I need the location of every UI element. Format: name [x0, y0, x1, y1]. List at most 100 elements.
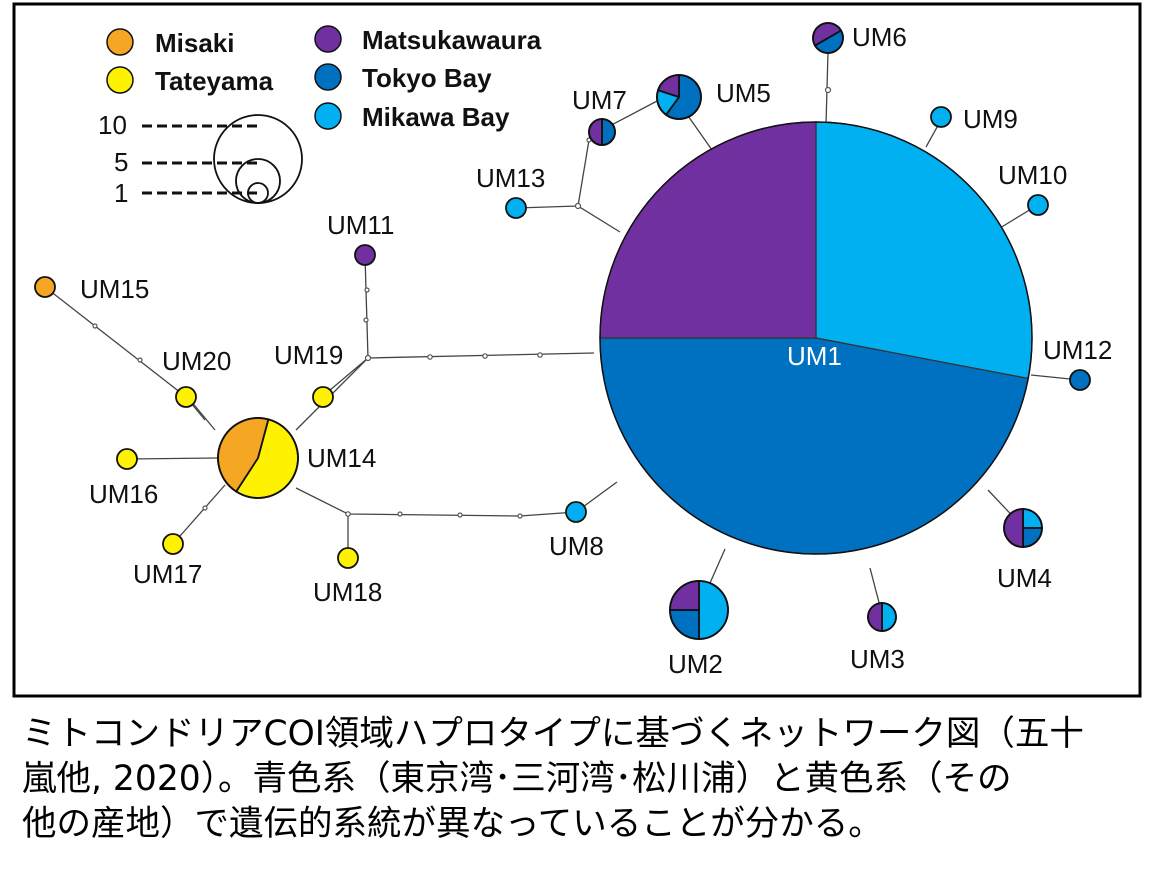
haplotype-node-um1 [599, 121, 1033, 555]
node-label-um14: UM14 [307, 443, 376, 473]
node-label-um18: UM18 [313, 577, 382, 607]
node-outline [812, 22, 844, 54]
pie-slice-tateyama [176, 387, 196, 407]
node-outline [354, 244, 376, 266]
node-label-um4: UM4 [997, 563, 1052, 593]
node-label-um6: UM6 [852, 22, 907, 52]
node-outline [34, 276, 56, 298]
legend-label-matsukawaura: Matsukawaura [362, 25, 542, 55]
median-vertex [517, 513, 523, 519]
pie-slice-tateyama [338, 548, 358, 568]
haplotype-node-um11 [354, 244, 376, 266]
node-outline [565, 501, 587, 523]
node-outline [669, 580, 729, 640]
haplotype-node-um14 [217, 417, 299, 499]
node-outline [656, 74, 702, 120]
node-outline [1003, 508, 1043, 548]
median-vertices [92, 86, 832, 519]
median-vertex [824, 86, 832, 94]
haplotype-node-um8 [565, 501, 587, 523]
pie-slice-misaki [35, 277, 55, 297]
legend-label-tateyama: Tateyama [155, 66, 274, 96]
edge-um16 [126, 457, 219, 460]
haplotype-node-um2 [669, 580, 729, 640]
haplotype-network-figure: UM1 UM2 UM3 UM4 UM5 UM6 UM7 UM8 UM9 UM10… [12, 2, 1142, 698]
pie-slice-tokyo-bay [1070, 370, 1090, 390]
pie-slice-tateyama [117, 449, 137, 469]
median-vertex [457, 512, 463, 518]
legend-swatch-matsukawaura [314, 25, 342, 53]
haplotype-node-um5 [656, 74, 702, 120]
median-vertex [345, 511, 351, 517]
node-label-um16: UM16 [89, 479, 158, 509]
figure-caption: ミトコンドリアCOI領域ハプロタイプに基づくネットワーク図（五十 嵐他, 202… [22, 712, 1142, 847]
node-label-um15: UM15 [80, 274, 149, 304]
haplotype-node-um12 [1069, 369, 1091, 391]
pie-slice-tateyama [163, 534, 183, 554]
scale-label-10: 10 [98, 110, 127, 140]
node-label-um5: UM5 [716, 78, 771, 108]
pie-slice-tateyama [313, 387, 333, 407]
node-label-um20: UM20 [162, 346, 231, 376]
legend-label-misaki: Misaki [155, 28, 235, 58]
haplotype-node-um13 [505, 197, 527, 219]
median-vertex [364, 354, 372, 362]
node-label-um2: UM2 [668, 649, 723, 679]
node-outline [175, 386, 197, 408]
haplotype-node-um6 [812, 22, 844, 54]
node-outline [162, 533, 184, 555]
median-vertex [427, 354, 433, 360]
legend-label-mikawa-bay: Mikawa Bay [362, 102, 510, 132]
legend-label-tokyo-bay: Tokyo Bay [362, 63, 492, 93]
node-outline [588, 118, 616, 146]
median-vertex [537, 352, 543, 358]
caption-line: ミトコンドリアCOI領域ハプロタイプに基づくネットワーク図（五十 [22, 714, 1084, 754]
node-outline [217, 417, 299, 499]
pie-slice-mikawa-bay [931, 107, 951, 127]
median-vertex [574, 202, 582, 210]
median-vertex [202, 505, 208, 511]
node-label-um1: UM1 [787, 341, 842, 371]
node-label-um8: UM8 [549, 531, 604, 561]
median-vertex [92, 323, 98, 329]
legend-swatch-mikawa-bay [314, 102, 342, 130]
haplotype-node-um7 [588, 118, 616, 146]
pie-slice-mikawa-bay [506, 198, 526, 218]
edge-um1-um19 [367, 352, 595, 359]
node-outline [867, 602, 897, 632]
node-label-um19: UM19 [274, 340, 343, 370]
haplotype-node-um20 [175, 386, 197, 408]
edge-um11 [364, 255, 369, 359]
haplotype-node-um4 [1003, 508, 1043, 548]
scale-label-1: 1 [114, 178, 128, 208]
node-outline [1027, 194, 1049, 216]
pie-slice-mikawa-bay [566, 502, 586, 522]
node-outline [930, 106, 952, 128]
haplotype-node-um19 [312, 386, 334, 408]
node-label-um12: UM12 [1043, 335, 1112, 365]
node-label-um13: UM13 [476, 163, 545, 193]
node-label-um10: UM10 [998, 160, 1067, 190]
haplotype-node-um15 [34, 276, 56, 298]
node-labels: UM1 UM2 UM3 UM4 UM5 UM6 UM7 UM8 UM9 UM10… [80, 22, 1112, 679]
haplotype-node-um18 [337, 547, 359, 569]
edge-um1-um5 [685, 112, 713, 151]
legend-swatch-tateyama [106, 66, 134, 94]
node-outline [116, 448, 138, 470]
pie-slice-mikawa-bay [1028, 195, 1048, 215]
node-label-um17: UM17 [133, 559, 202, 589]
node-label-um7: UM7 [572, 85, 627, 115]
pie-slice-matsukawaura [355, 245, 375, 265]
scale-label-5: 5 [114, 147, 128, 177]
legend-swatch-tokyo-bay [314, 63, 342, 91]
haplotype-node-um16 [116, 448, 138, 470]
caption-line: 嵐他, 2020）。青色系（東京湾･三河湾･松川浦）と黄色系（その [22, 759, 1012, 799]
node-label-um9: UM9 [963, 104, 1018, 134]
node-label-um11: UM11 [327, 210, 394, 240]
edge-um14-um8 [295, 487, 577, 517]
haplotype-node-um10 [1027, 194, 1049, 216]
node-outline [337, 547, 359, 569]
legend-swatch-misaki [106, 28, 134, 56]
caption-line: 他の産地）で遺伝的系統が異なっていることが分かる。 [22, 804, 883, 844]
haplotype-node-um17 [162, 533, 184, 555]
